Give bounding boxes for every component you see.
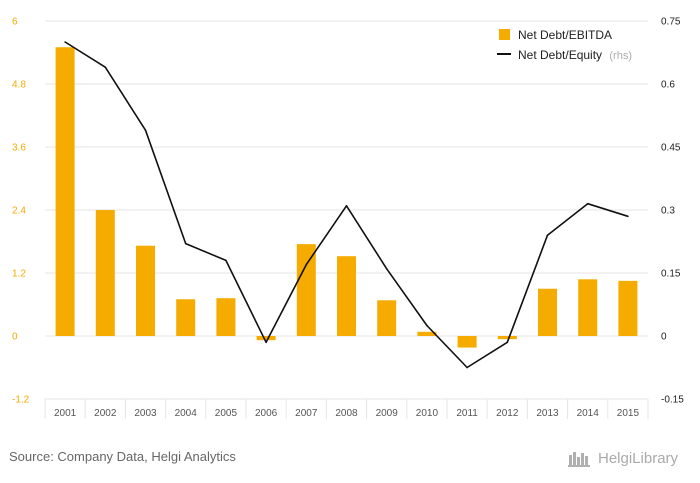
left-tick-label: 0 — [12, 332, 18, 343]
line-point-2002 — [104, 66, 107, 68]
bar-2014 — [578, 279, 598, 336]
bar-2012 — [497, 336, 517, 340]
right-tick-label: 0.3 — [661, 206, 675, 217]
bar-2010 — [417, 331, 437, 336]
right-tick-label: 0 — [661, 332, 667, 343]
x-tick-label: 2012 — [496, 408, 519, 419]
right-tick-label: 0.75 — [661, 17, 681, 28]
bar-2002 — [95, 210, 115, 336]
line-series-net-debt-equity — [64, 41, 629, 369]
line-point-2015 — [627, 215, 629, 218]
line-point-2009 — [385, 268, 388, 270]
gridlines — [44, 20, 649, 419]
x-tick-label: 2002 — [94, 408, 117, 419]
line-point-2014 — [586, 202, 589, 205]
line-point-2004 — [184, 242, 187, 245]
bar-2001 — [55, 47, 75, 336]
bar-2011 — [457, 336, 477, 348]
right-axis: -0.15 0 0.15 0.3 0.45 0.6 0.75 — [661, 17, 684, 406]
legend-swatch-net-debt-ebitda — [499, 29, 510, 40]
brand-logo: HelgiLibrary — [568, 449, 678, 467]
line-point-2011 — [466, 366, 468, 369]
chart: -1.2 0 1.2 2.4 3.6 4.8 6 -0.15 0 0.15 0.3 0.45 0.6 0… — [12, 17, 684, 419]
line-point-2013 — [546, 234, 549, 236]
bar-2008 — [337, 256, 356, 336]
x-tick-label: 2006 — [255, 408, 278, 419]
line-point-2003 — [144, 129, 147, 131]
legend-label-suffix: (rhs) — [609, 50, 632, 62]
x-tick-label: 2003 — [134, 408, 157, 419]
left-tick-label: 2.4 — [12, 206, 26, 217]
legend-label-net-debt-equity: Net Debt/Equity (rhs) — [518, 48, 632, 62]
x-tick-label: 2004 — [175, 408, 198, 419]
line-point-2006 — [265, 341, 267, 344]
line-point-2012 — [506, 341, 509, 344]
right-tick-label: 0.6 — [661, 80, 675, 91]
left-tick-label: -1.2 — [12, 395, 30, 406]
x-tick-label: 2005 — [215, 408, 238, 419]
line-point-2010 — [426, 324, 428, 327]
left-tick-label: 6 — [12, 17, 18, 28]
x-tick-label: 2008 — [335, 408, 358, 419]
bar-2005 — [216, 298, 236, 336]
line-point-2007 — [305, 263, 308, 266]
line-point-2005 — [225, 259, 227, 262]
bar-series-net-debt-ebitda — [55, 47, 638, 348]
bar-2003 — [136, 245, 155, 336]
right-tick-label: 0.45 — [661, 143, 681, 154]
x-tick-label: 2011 — [456, 408, 478, 419]
x-tick-label: 2009 — [376, 408, 399, 419]
line-point-2008 — [345, 205, 348, 207]
right-tick-label: -0.15 — [661, 395, 684, 406]
left-tick-label: 3.6 — [12, 143, 26, 154]
right-tick-label: 0.15 — [661, 269, 681, 280]
x-tick-label: 2010 — [416, 408, 439, 419]
x-tick-label: 2007 — [295, 408, 318, 419]
bar-2007 — [296, 244, 316, 336]
left-tick-label: 4.8 — [12, 80, 26, 91]
x-tick-label: 2015 — [617, 408, 640, 419]
bar-2009 — [377, 300, 397, 336]
x-axis: 2001 2002 2003 2004 2005 2006 2007 2008 2009 2010… — [54, 408, 639, 419]
brand-name: HelgiLibrary — [598, 449, 679, 467]
left-axis: -1.2 0 1.2 2.4 3.6 4.8 6 — [12, 17, 30, 406]
bar-2013 — [538, 288, 557, 336]
x-tick-label: 2001 — [54, 408, 77, 419]
legend: Net Debt/EBITDA Net Debt/Equity (rhs) — [497, 28, 632, 62]
x-tick-label: 2013 — [536, 408, 559, 419]
left-tick-label: 1.2 — [12, 269, 26, 280]
legend-label-text: Net Debt/Equity — [518, 48, 602, 62]
legend-label-net-debt-ebitda: Net Debt/EBITDA — [518, 28, 612, 42]
bar-2006 — [256, 336, 276, 341]
line-point-2001 — [64, 41, 66, 43]
library-books-icon — [568, 452, 590, 467]
bar-2004 — [176, 299, 196, 336]
bar-2015 — [618, 280, 638, 336]
source-note: Source: Company Data, Helgi Analytics — [9, 449, 236, 464]
x-tick-label: 2014 — [577, 408, 600, 419]
